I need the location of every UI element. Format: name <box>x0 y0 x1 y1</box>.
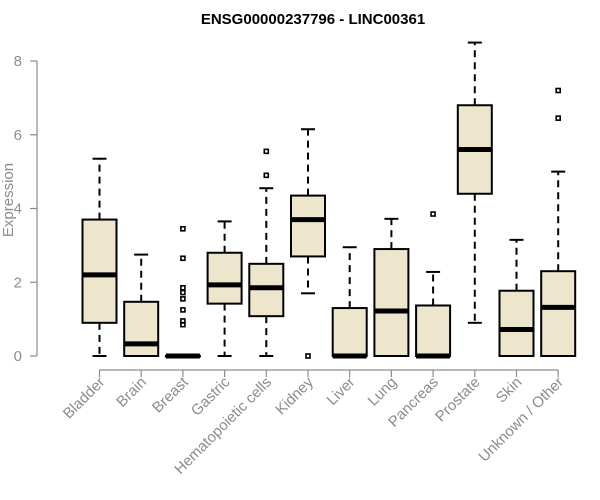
x-tick-label: Kidney <box>272 373 317 418</box>
box-group-prostate <box>456 41 493 324</box>
x-tick-label: Prostate <box>432 374 484 426</box>
x-tick-label: Breast <box>149 373 192 416</box>
outlier-point <box>180 225 186 232</box>
chart-title: ENSG00000237796 - LINC00361 <box>201 11 425 28</box>
outlier-point <box>305 353 311 359</box>
box-group-unknown-other <box>540 87 577 357</box>
box-group-kidney <box>290 128 326 359</box>
outlier-point <box>555 115 562 121</box>
outlier-point <box>430 211 436 217</box>
box-iqr <box>373 248 410 357</box>
x-tick-label: Lung <box>365 374 401 410</box>
outlier-point <box>180 289 186 296</box>
box-group-breast <box>164 225 201 359</box>
outlier-point <box>180 255 186 262</box>
box-group-bladder <box>81 157 118 357</box>
outlier-point <box>180 307 186 313</box>
box-group-pancreas <box>415 211 452 359</box>
box-iqr <box>290 194 326 258</box>
box-iqr <box>81 218 118 324</box>
box-iqr <box>415 304 452 358</box>
outlier-point <box>555 87 562 94</box>
outlier-point <box>263 172 270 179</box>
outlier-point <box>180 296 186 302</box>
box-group-gastric <box>206 220 243 357</box>
y-tick-label: 0 <box>14 348 22 365</box>
x-tick-label: Skin <box>493 374 526 407</box>
outlier-point <box>263 148 270 155</box>
x-tick-label: Liver <box>324 374 359 409</box>
outlier-point <box>180 318 186 324</box>
box-group-hematopoietic-cells <box>248 148 285 357</box>
y-tick-label: 2 <box>14 274 22 291</box>
box-group-lung <box>373 217 410 357</box>
box-group-brain <box>123 253 160 358</box>
box-iqr <box>123 300 160 358</box>
box-iqr <box>540 270 577 357</box>
y-axis-label: Expression <box>0 163 17 237</box>
x-tick-label: Brain <box>113 374 150 411</box>
boxes <box>81 41 577 359</box>
box-group-skin <box>498 238 535 358</box>
y-tick-label: 8 <box>14 53 22 70</box>
box-iqr <box>206 251 243 305</box>
y-tick-label: 6 <box>14 127 22 144</box>
box-group-liver <box>331 246 368 359</box>
x-tick-label: Bladder <box>60 374 109 423</box>
y-tick-label: 4 <box>14 201 22 218</box>
outlier-point <box>180 284 186 291</box>
box-iqr <box>331 307 368 357</box>
box-iqr <box>498 289 535 358</box>
